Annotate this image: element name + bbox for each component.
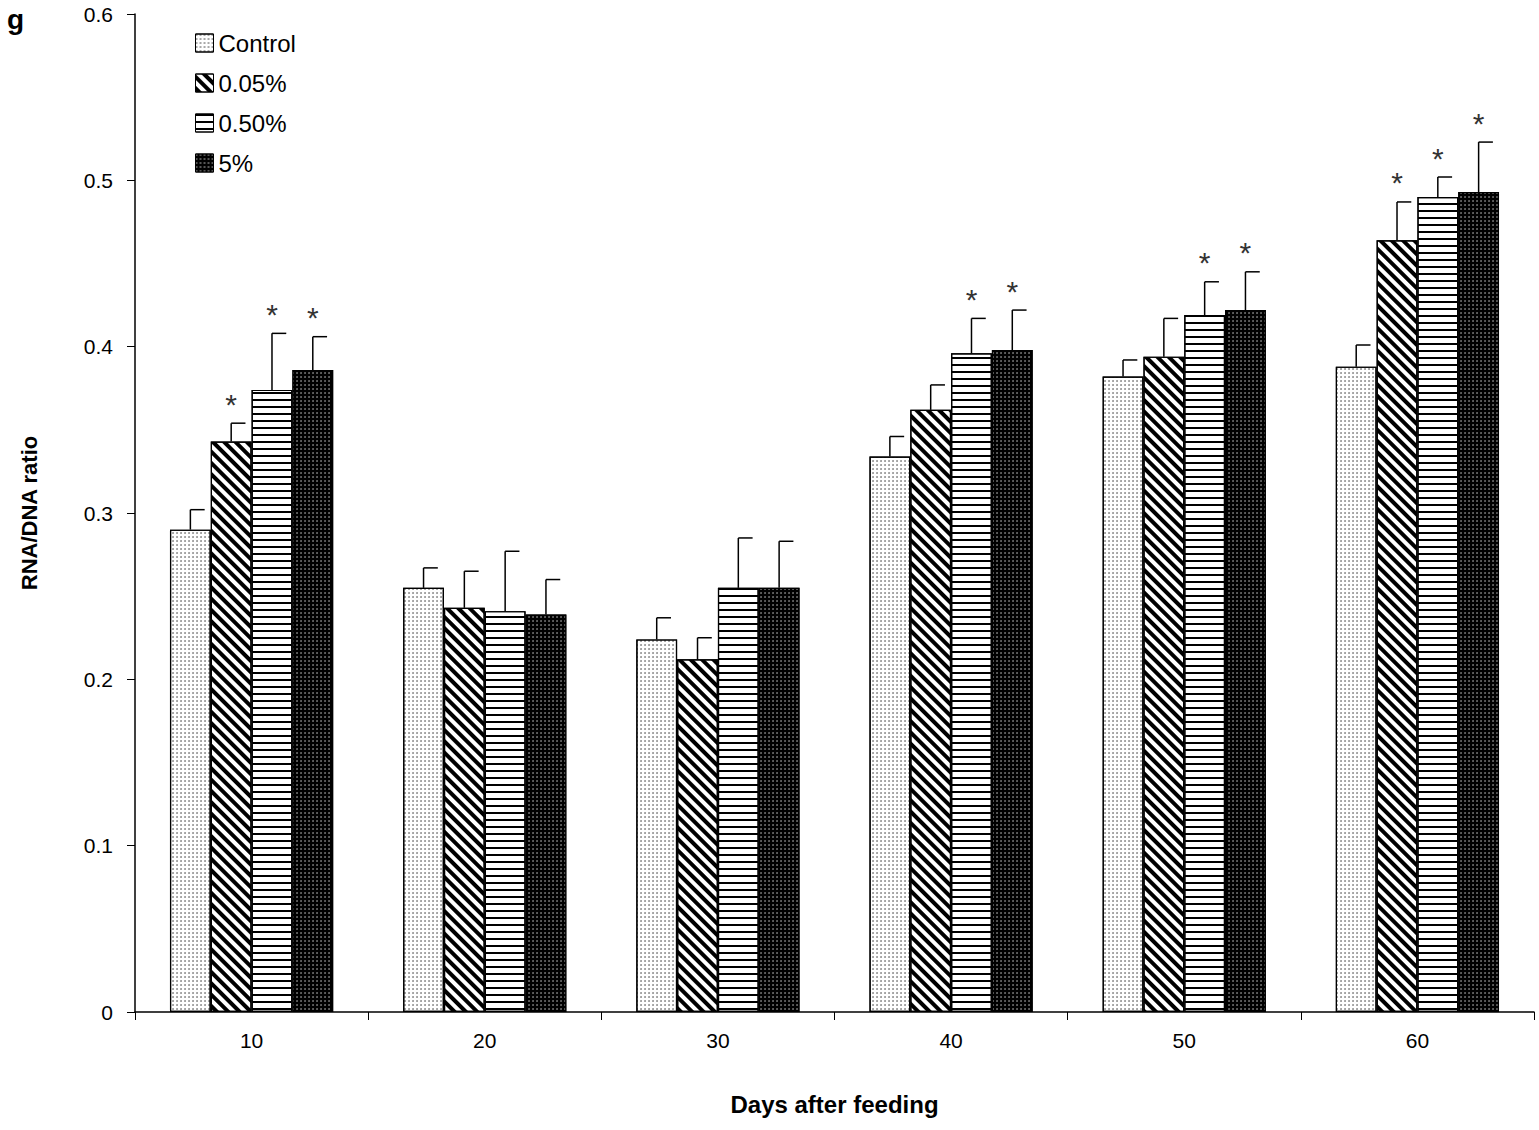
- svg-text:0.2: 0.2: [84, 668, 113, 691]
- svg-text:30: 30: [706, 1029, 729, 1052]
- svg-text:40: 40: [939, 1029, 962, 1052]
- svg-text:0.4: 0.4: [84, 335, 114, 358]
- svg-text:50: 50: [1173, 1029, 1196, 1052]
- svg-text:*: *: [1473, 107, 1485, 140]
- svg-text:0.5: 0.5: [84, 169, 113, 192]
- svg-text:RNA/DNA ratio: RNA/DNA ratio: [17, 436, 42, 590]
- svg-text:0.3: 0.3: [84, 502, 113, 525]
- svg-text:*: *: [307, 301, 319, 334]
- svg-text:Control: Control: [219, 30, 296, 57]
- svg-text:*: *: [1391, 166, 1403, 199]
- svg-text:0.50%: 0.50%: [219, 110, 287, 137]
- svg-text:*: *: [225, 388, 237, 421]
- svg-text:*: *: [1240, 236, 1252, 269]
- svg-text:10: 10: [240, 1029, 263, 1052]
- svg-text:5%: 5%: [219, 150, 254, 177]
- svg-text:Days after feeding: Days after feeding: [730, 1091, 938, 1118]
- svg-text:0.05%: 0.05%: [219, 70, 287, 97]
- svg-text:*: *: [266, 298, 278, 331]
- svg-text:g: g: [7, 4, 24, 35]
- svg-text:20: 20: [473, 1029, 496, 1052]
- svg-text:0.6: 0.6: [84, 3, 113, 26]
- svg-text:0.1: 0.1: [84, 834, 113, 857]
- svg-text:*: *: [1006, 275, 1018, 308]
- svg-text:*: *: [966, 283, 978, 316]
- svg-text:*: *: [1199, 246, 1211, 279]
- svg-text:0: 0: [101, 1001, 113, 1024]
- svg-text:60: 60: [1406, 1029, 1429, 1052]
- svg-text:*: *: [1432, 142, 1444, 175]
